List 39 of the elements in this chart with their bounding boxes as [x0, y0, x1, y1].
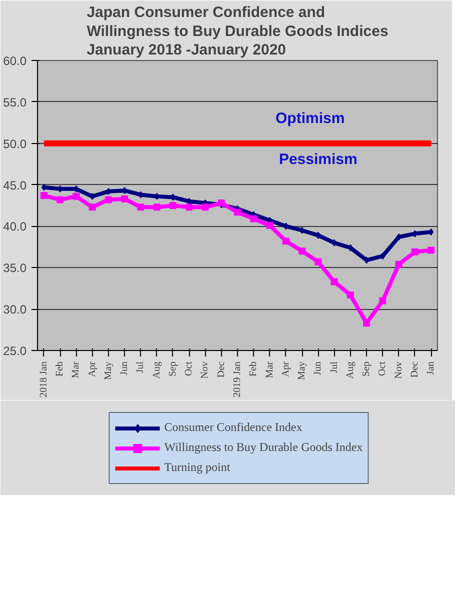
x-tick-label: Jul [328, 361, 340, 374]
y-tick-label: 60.0 [3, 54, 27, 68]
x-tick-label: May [296, 361, 308, 380]
y-tick-label: 40.0 [3, 220, 27, 234]
y-tick-label: 45.0 [3, 178, 27, 192]
x-tick-label: Nov [393, 361, 404, 379]
legend-label: Willingness to Buy Durable Goods Index [164, 439, 363, 456]
x-tick-label: Jul [135, 361, 146, 374]
x-tick-label: Mar [264, 360, 276, 378]
x-tick-label: 2019 Jan [232, 361, 243, 398]
x-tick-label: Aug [151, 361, 162, 379]
y-tick-label: 25.0 [3, 344, 27, 358]
x-tick-label: Jan [426, 361, 437, 375]
x-tick-label: Dec [409, 360, 420, 378]
x-tick-label: Nov [200, 361, 211, 379]
y-tick-label: 35.0 [3, 261, 27, 276]
x-tick-label: Apr [86, 360, 98, 378]
y-tick-label: 55.0 [3, 95, 27, 110]
annotation: Optimism [275, 110, 345, 128]
x-tick-label: Mar [70, 360, 82, 378]
chart-title: Japan Consumer Confidence and Willingness to Buy Durable Goods Indices January 2018 -January 2020 [86, 4, 388, 58]
x-tick-label: Dec [216, 360, 227, 378]
x-tick-label: Aug [344, 361, 356, 379]
x-tick-label: Feb [248, 362, 260, 376]
legend-label: Turning point [164, 459, 230, 476]
x-tick-label: 2018 Jan [38, 361, 50, 398]
y-tick-label: 30.0 [3, 302, 27, 317]
x-tick-label: Sep [167, 362, 178, 376]
x-tick-label: Oct [377, 361, 388, 376]
x-tick-label: Oct [184, 361, 195, 376]
annotation: Pessimism [278, 150, 358, 168]
x-tick-label: Jun [312, 361, 324, 376]
legend-label: Consumer Confidence Index [164, 419, 302, 436]
x-tick-label: Feb [54, 362, 66, 376]
x-tick-label: Apr [280, 360, 292, 378]
x-tick-label: May [102, 361, 114, 380]
x-tick-label: Jun [119, 361, 130, 376]
y-tick-label: 50.0 [3, 136, 27, 151]
x-tick-label: Sep [361, 362, 372, 376]
